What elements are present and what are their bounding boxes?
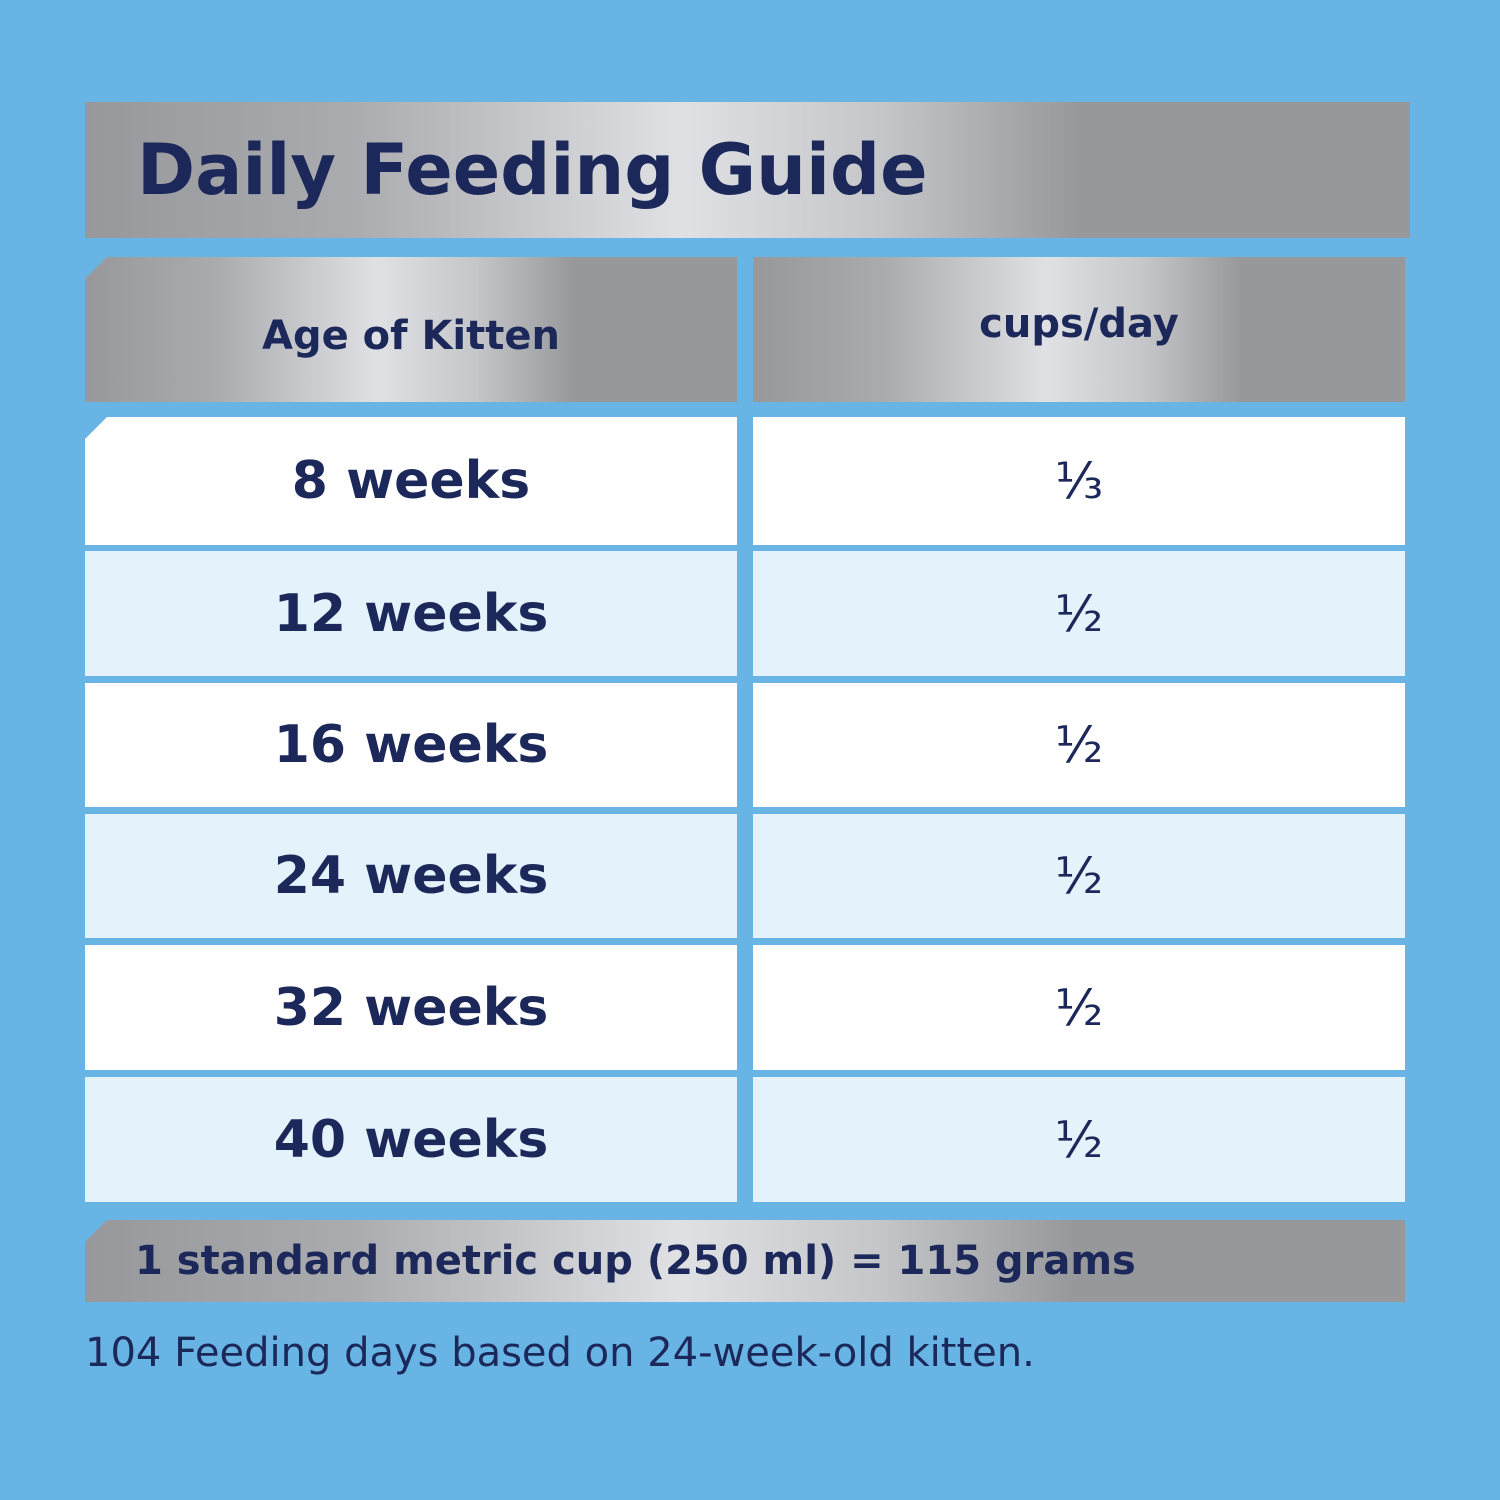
title-bar: Daily Feeding Guide — [85, 102, 1410, 238]
cups-cell: ½ — [753, 1077, 1405, 1202]
age-cell: 12 weeks — [85, 551, 737, 676]
title: Daily Feeding Guide — [137, 129, 928, 211]
column-header: cups/day — [753, 257, 1405, 402]
cups-cell: ½ — [753, 551, 1405, 676]
conversion: 1 standard metric cup (250 ml) = 115 gra… — [135, 1238, 1136, 1284]
column-header: Age of Kitten — [85, 257, 737, 402]
conversion-bar: 1 standard metric cup (250 ml) = 115 gra… — [85, 1220, 1405, 1302]
age-cell: 32 weeks — [85, 945, 737, 1070]
cups-cell: ½ — [753, 945, 1405, 1070]
cups-cell: ½ — [753, 683, 1405, 807]
age-cell: 8 weeks — [85, 417, 737, 545]
age-cell: 24 weeks — [85, 814, 737, 938]
cups-cell: ½ — [753, 814, 1405, 938]
age-cell: 40 weeks — [85, 1077, 737, 1202]
cups-cell: ⅓ — [753, 417, 1405, 545]
footnote: 104 Feeding days based on 24-week-old ki… — [85, 1330, 1035, 1376]
age-cell: 16 weeks — [85, 683, 737, 807]
